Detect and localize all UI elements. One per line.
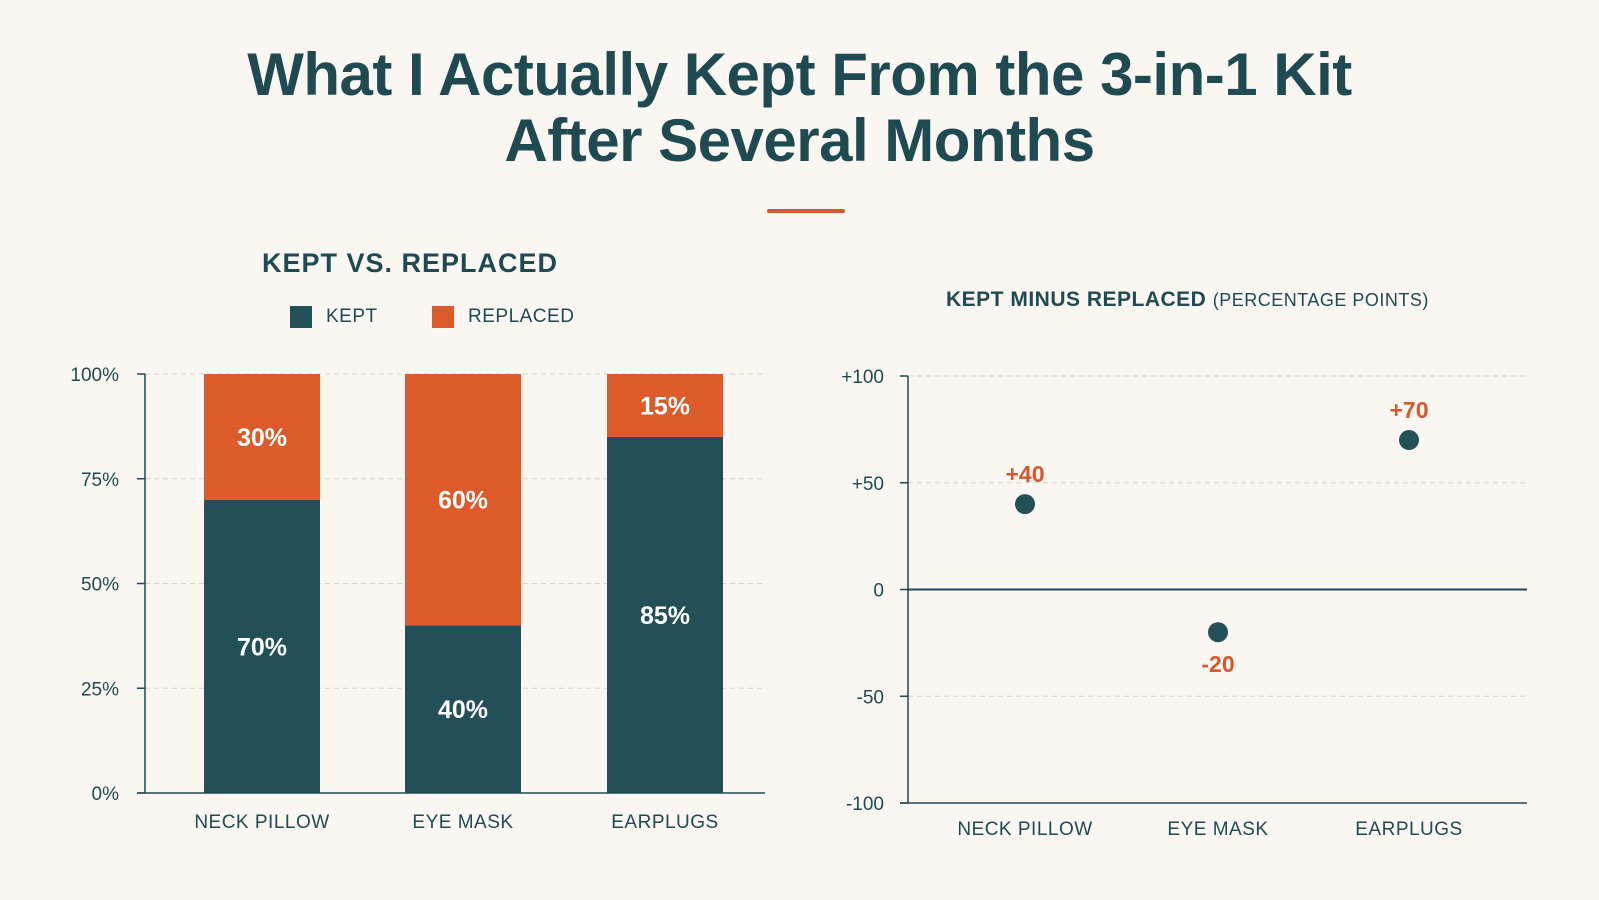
legend-label-replaced: REPLACED xyxy=(468,306,575,327)
difference-chart-title-main: KEPT MINUS REPLACED xyxy=(946,288,1207,311)
y-tick-label: 0% xyxy=(92,784,120,805)
bar-label-replaced-eye-mask: 60% xyxy=(438,487,488,515)
bar-kept-neck-pillow xyxy=(204,499,320,793)
bar-label-kept-earplugs: 85% xyxy=(640,602,690,630)
bar-replaced-earplugs xyxy=(607,374,723,437)
legend-swatch-replaced xyxy=(432,306,454,328)
difference-chart-title-sub: (PERCENTAGE POINTS) xyxy=(1212,290,1429,310)
y-tick-label: 50% xyxy=(81,575,119,596)
title-line-2: After Several Months xyxy=(504,107,1095,174)
bar-replaced-neck-pillow xyxy=(204,374,320,500)
bar-label-replaced-earplugs: 15% xyxy=(640,392,690,420)
bar-replaced-eye-mask xyxy=(405,374,521,626)
x-category-label: EYE MASK xyxy=(1167,819,1268,840)
point-label-neck-pillow: +40 xyxy=(1005,461,1044,487)
stacked-chart-title: KEPT VS. REPLACED xyxy=(262,248,559,278)
bar-label-replaced-neck-pillow: 30% xyxy=(237,424,287,452)
legend-item-kept: KEPT xyxy=(290,306,378,328)
bar-label-kept-neck-pillow: 70% xyxy=(237,633,287,661)
point-label-eye-mask: -20 xyxy=(1201,651,1234,677)
title-line-1: What I Actually Kept From the 3-in-1 Kit xyxy=(247,41,1352,108)
point-earplugs xyxy=(1399,430,1419,451)
y-tick-label: -50 xyxy=(857,687,884,708)
legend-swatch-kept xyxy=(290,306,312,328)
x-category-label: EARPLUGS xyxy=(1355,819,1462,840)
bar-label-kept-eye-mask: 40% xyxy=(438,696,488,724)
x-category-label: NECK PILLOW xyxy=(957,819,1092,840)
y-tick-label: 25% xyxy=(81,679,119,700)
point-label-earplugs: +70 xyxy=(1389,397,1428,423)
legend-item-replaced: REPLACED xyxy=(432,306,574,328)
page-title: What I Actually Kept From the 3-in-1 Kit… xyxy=(0,42,1599,174)
x-category-label: NECK PILLOW xyxy=(194,812,329,833)
x-category-label: EYE MASK xyxy=(412,812,513,833)
y-tick-label: 100% xyxy=(70,365,119,386)
y-tick-label: -100 xyxy=(846,794,884,815)
y-tick-label: +100 xyxy=(841,367,884,388)
legend-label-kept: KEPT xyxy=(326,306,378,327)
title-divider xyxy=(767,209,845,213)
bar-kept-earplugs xyxy=(607,436,723,793)
difference-chart-title: KEPT MINUS REPLACED (PERCENTAGE POINTS) xyxy=(946,288,1429,312)
x-category-label: EARPLUGS xyxy=(611,812,718,833)
point-eye-mask xyxy=(1208,622,1228,643)
bar-kept-eye-mask xyxy=(405,625,521,793)
y-tick-label: 75% xyxy=(81,470,119,491)
y-tick-label: 0 xyxy=(873,581,884,602)
y-tick-label: +50 xyxy=(852,474,884,495)
point-neck-pillow xyxy=(1015,494,1035,515)
